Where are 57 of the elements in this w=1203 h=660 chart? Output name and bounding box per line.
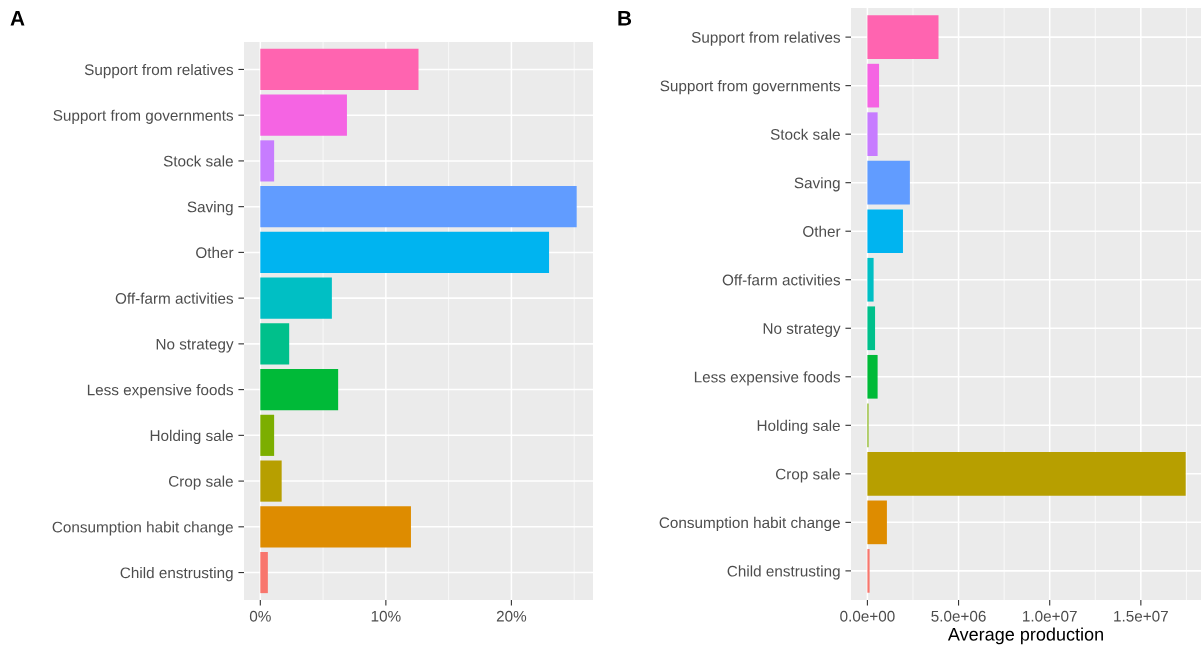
bar	[260, 186, 577, 228]
y-tick-label: Stock sale	[770, 128, 840, 140]
y-tick-label: Consumption habit change	[659, 516, 840, 532]
bar	[260, 231, 550, 273]
bar	[260, 551, 268, 594]
bar	[867, 63, 880, 108]
text: A	[10, 11, 25, 26]
y-tick-label: Child enstrusting	[727, 565, 840, 580]
bar	[867, 306, 876, 351]
y-tick-label: No strategy	[763, 323, 841, 337]
y-tick-label: Less expensive foods	[87, 384, 234, 399]
bar	[867, 257, 874, 302]
bar	[260, 48, 419, 91]
bar	[867, 500, 887, 545]
bar	[260, 369, 339, 411]
bar	[867, 549, 870, 593]
bar	[260, 414, 275, 456]
bar	[867, 112, 878, 156]
y-tick-label: Off-farm activities	[115, 292, 234, 304]
bar	[260, 323, 290, 365]
bar	[260, 506, 411, 548]
bar	[260, 94, 347, 136]
x-tick-label: 0%	[249, 610, 271, 622]
y-tick-label: Support from relatives	[84, 63, 234, 79]
bar	[867, 452, 1186, 496]
bar	[867, 15, 939, 59]
y-tick-label: Crop sale	[168, 475, 233, 490]
y-tick-label: No strategy	[156, 338, 234, 353]
x-tick-label: 0.0e+00	[840, 610, 895, 622]
y-tick-label: Crop sale	[775, 468, 840, 483]
y-tick-label: Saving	[187, 201, 233, 216]
bar	[260, 277, 332, 319]
y-tick-label: Holding sale	[150, 429, 233, 445]
y-tick-label: Holding sale	[757, 419, 840, 435]
x-tick-label: 1.5e+07	[1114, 610, 1168, 622]
bar	[867, 209, 903, 254]
text: B	[618, 11, 632, 26]
x-tick-label: 10%	[371, 610, 401, 622]
y-tick-label: Other	[803, 225, 841, 237]
y-tick-label: Consumption habit change	[52, 521, 233, 536]
y-tick-label: Stock sale	[163, 155, 233, 167]
x-axis-title: Average production	[947, 627, 1103, 645]
y-tick-label: Support from relatives	[691, 31, 841, 46]
bar	[867, 354, 878, 399]
bar	[867, 160, 910, 205]
x-tick-label: 1.0e+07	[1023, 610, 1077, 622]
y-tick-label: Other	[196, 246, 234, 259]
y-tick-label: Support from governments	[660, 80, 841, 95]
x-tick-label: 20%	[496, 610, 527, 622]
y-tick-label: Less expensive foods	[694, 371, 841, 386]
x-tick-label: 5.0e+06	[931, 610, 986, 622]
bar	[260, 140, 275, 182]
bar	[260, 460, 282, 502]
y-tick-label: Off-farm activities	[722, 274, 841, 286]
y-tick-label: Child enstrusting	[120, 567, 233, 582]
y-tick-label: Saving	[794, 177, 840, 192]
y-tick-label: Support from governments	[53, 109, 234, 124]
